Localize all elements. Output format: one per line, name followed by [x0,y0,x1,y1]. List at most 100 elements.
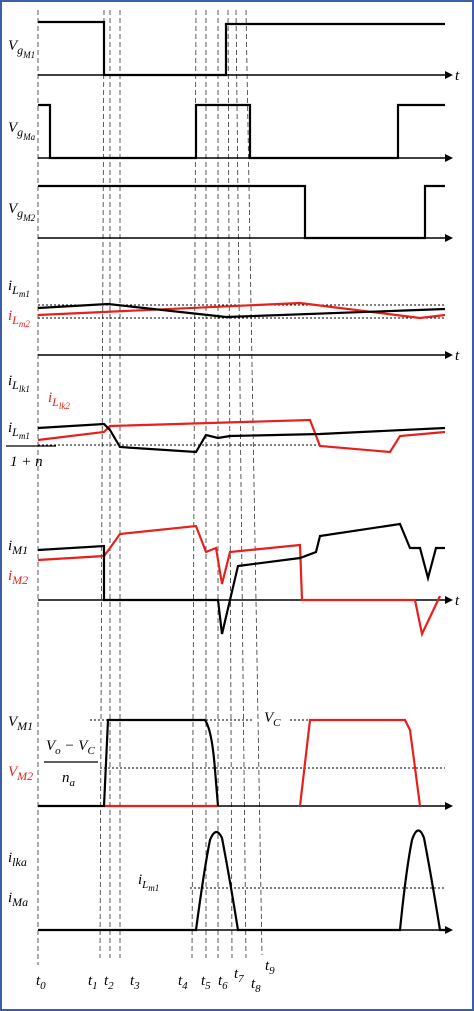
time-label: t6 [218,973,228,992]
sub: o [55,745,61,757]
panel-label: VgMa [8,120,36,142]
base: V [8,120,19,136]
reference-lines [38,304,445,889]
sub: 3 [133,980,140,992]
panel-label: iLlk1 [8,373,30,394]
sub: C [273,717,281,729]
base: i [48,390,52,406]
sub: 1 [92,980,98,992]
base: V [264,710,275,726]
time-label: t8 [251,976,261,995]
panel-label: VgM1 [8,38,35,60]
base: V [8,764,19,780]
panel-label: iLlk2 [48,390,70,411]
sub: lka [12,855,27,869]
sub: L [11,378,19,392]
sub: 0 [40,980,46,992]
time-label: t3 [130,973,140,992]
time-markers [37,9,263,965]
sub: L [11,313,19,327]
base: t [130,973,135,989]
base: i [8,420,12,436]
time-label: t9 [265,958,275,977]
time-label: t2 [104,973,114,992]
panel-label: VM1 [8,714,33,733]
labels: VgM1 t VgMa VgM2 iLm1 iLm2 t iLlk1 iLlk2… [6,38,460,909]
base: t [88,973,93,989]
sub: M2 [16,769,33,783]
sub: g [17,43,23,57]
axis-label: t [455,348,460,364]
time-label: t7 [234,966,244,985]
fraction-denominator: na [62,770,76,789]
base: t [178,973,183,989]
sub: a [70,777,76,789]
panel-label: iM1 [8,538,28,557]
sub: g [17,206,23,220]
base: t [234,966,239,982]
base: i [8,890,12,906]
time-label: t1 [88,973,98,992]
sub: 5 [205,980,211,992]
time-label: t5 [201,973,211,992]
sub: 7 [238,973,244,985]
sub: Ma [11,895,28,909]
base: n [62,770,70,786]
sub: L [141,879,148,891]
sub: L [11,283,19,297]
sub2: M1 [22,50,35,60]
base: i [138,872,142,888]
sub2: m1 [19,289,30,299]
base: i [8,850,12,866]
base: i [8,373,12,389]
panel-label: VgM2 [8,201,36,223]
base: t [251,976,256,992]
sub: g [17,125,23,139]
panel-label: ilka [8,850,27,869]
panel-label: iMa [8,890,28,909]
panel-label: VM2 [8,764,33,783]
sub: L [51,395,59,409]
base: i [8,278,12,294]
sub: M1 [16,719,33,733]
axis-label: t [455,593,460,609]
fraction-numerator: iLm1 [8,420,30,441]
base: V [46,738,57,754]
sub2: lk1 [19,384,30,394]
sub2: m2 [19,319,30,329]
base: t [265,958,270,974]
sub2: Ma [22,132,35,142]
sub: M1 [11,543,28,557]
sub: 8 [255,983,261,995]
sub2: M2 [22,213,35,223]
fraction-numerator: Vo − VC [46,738,95,757]
time-label: t4 [178,973,188,992]
annotation: iLm1 [138,872,159,893]
axis-label: t [455,68,460,84]
sub: 6 [222,980,228,992]
base: i [8,538,12,554]
sub: M2 [11,573,28,587]
base: t [36,973,41,989]
base: V [8,714,19,730]
waveforms [37,20,446,932]
panel-label: iM2 [8,568,28,587]
base: V [8,201,19,217]
base: t [201,973,206,989]
sub2: C [87,745,95,757]
sub: 4 [182,980,188,992]
base: t [218,973,223,989]
base: V [8,38,19,54]
time-label: t0 [36,973,46,992]
base: t [104,973,109,989]
sub2: lk2 [59,401,70,411]
fraction-denominator: 1 + n [10,454,43,470]
sub: L [11,425,19,439]
panel-label: iLm1 [8,278,30,299]
annotation: VC [264,710,281,729]
sub: 2 [108,980,114,992]
sub2: m1 [19,431,30,441]
